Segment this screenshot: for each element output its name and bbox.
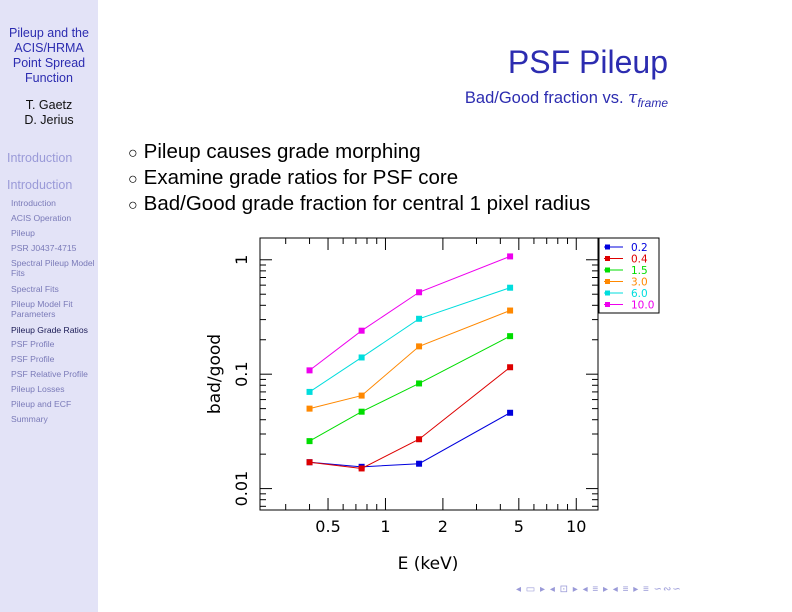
legend-label: 0.4 — [631, 254, 648, 266]
presentation-title[interactable]: Pileup and the ACIS/HRMA Point Spread Fu… — [9, 26, 89, 85]
sidebar-item-psr-j0437[interactable]: PSR J0437-4715 — [11, 243, 77, 253]
series-line-3.0 — [309, 310, 511, 410]
data-point — [416, 315, 423, 322]
data-point — [416, 380, 423, 387]
subtitle-subscript: frame — [637, 96, 668, 110]
x-tick-label: 10 — [566, 517, 586, 536]
bullet-item: ○ Pileup causes grade morphing — [128, 140, 421, 164]
bullet-text: Pileup causes grade morphing — [143, 140, 421, 163]
x-tick-label: 5 — [514, 517, 524, 536]
data-point — [358, 354, 365, 361]
y-tick-label: 1 — [232, 255, 251, 265]
data-point — [507, 284, 514, 291]
bullet-marker: ○ — [128, 145, 138, 162]
data-point — [507, 409, 514, 416]
x-tick-label: 2 — [438, 517, 448, 536]
y-axis-label: bad/good — [205, 334, 225, 414]
series-line-0.2 — [309, 412, 511, 468]
slide-subtitle: Bad/Good fraction vs. τframe — [464, 88, 668, 110]
y-tick-label: 0.01 — [232, 471, 251, 507]
bullet-text: Examine grade ratios for PSF core — [143, 166, 459, 189]
data-point — [507, 253, 514, 260]
x-tick-label: 1 — [380, 517, 390, 536]
legend-marker — [605, 244, 610, 250]
data-point — [306, 459, 313, 466]
sidebar-item-acis-operation[interactable]: ACIS Operation — [11, 213, 72, 223]
legend-label: 0.2 — [631, 242, 648, 254]
sidebar-item-introduction[interactable]: Introduction — [11, 198, 56, 208]
sidebar-section-introduction-2[interactable]: Introduction — [7, 178, 73, 192]
y-tick-label: 0.1 — [232, 361, 251, 386]
data-point — [416, 460, 423, 467]
legend-marker — [605, 290, 610, 296]
series-line-1.5 — [309, 335, 511, 442]
plot-frame — [259, 237, 599, 511]
bullet-item: ○ Examine grade ratios for PSF core — [128, 166, 458, 190]
legend-label: 6.0 — [631, 288, 648, 300]
authors: T. Gaetz D. Jerius — [24, 98, 74, 127]
legend-label: 3.0 — [631, 277, 648, 289]
legend-marker — [605, 256, 610, 261]
legend-marker — [605, 267, 610, 273]
data-point — [416, 343, 423, 350]
legend-marker — [605, 279, 610, 284]
data-point — [306, 388, 313, 395]
series-line-6.0 — [309, 287, 511, 393]
series-line-10.0 — [309, 255, 511, 371]
x-tick-label: 0.5 — [315, 517, 340, 536]
data-point — [358, 465, 365, 472]
legend-label: 10.0 — [631, 300, 654, 312]
sidebar: Pileup and the ACIS/HRMA Point Spread Fu… — [0, 0, 98, 612]
legend-marker — [605, 302, 610, 307]
slide-title: PSF Pileup — [507, 44, 668, 80]
data-point — [306, 438, 313, 445]
sidebar-item-pileup-grade-ratios[interactable]: Pileup Grade Ratios — [11, 325, 88, 335]
sidebar-item-psf-profile-2[interactable]: PSF Profile — [11, 354, 55, 364]
data-point — [507, 307, 514, 314]
x-axis-label: E (keV) — [398, 554, 459, 574]
bullet-marker: ○ — [128, 197, 138, 214]
data-point — [306, 367, 313, 374]
sidebar-item-pileup-and-ecf[interactable]: Pileup and ECF — [11, 399, 72, 409]
sidebar-item-summary[interactable]: Summary — [11, 414, 48, 424]
sidebar-item-pileup[interactable]: Pileup — [11, 228, 35, 238]
bullet-marker: ○ — [128, 171, 138, 188]
data-point — [358, 327, 365, 334]
legend-box — [598, 237, 660, 314]
tau-symbol: τ — [628, 88, 638, 107]
data-point — [416, 436, 423, 443]
sidebar-item-spectral-pileup-model-fits[interactable]: Spectral Pileup Model Fits — [11, 258, 95, 279]
sidebar-item-psf-profile[interactable]: PSF Profile — [11, 339, 55, 349]
bullet-text: Bad/Good grade fraction for central 1 pi… — [143, 192, 591, 215]
data-point — [358, 408, 365, 415]
data-point — [306, 405, 313, 412]
sidebar-item-spectral-fits[interactable]: Spectral Fits — [11, 284, 59, 294]
bullet-item: ○ Bad/Good grade fraction for central 1 p… — [128, 192, 590, 216]
series-line-0.4 — [309, 366, 511, 469]
sidebar-section-introduction[interactable]: Introduction — [7, 151, 73, 165]
sidebar-item-psf-relative-profile[interactable]: PSF Relative Profile — [11, 369, 88, 379]
subtitle-text: Bad/Good fraction vs. — [464, 89, 624, 107]
data-point — [507, 333, 514, 340]
sidebar-item-pileup-losses[interactable]: Pileup Losses — [11, 384, 65, 394]
legend-label: 1.5 — [631, 265, 648, 277]
data-point — [416, 289, 423, 296]
data-point — [358, 392, 365, 399]
sidebar-item-pileup-model-fit-parameters[interactable]: Pileup Model Fit Parameters — [11, 299, 73, 320]
beamer-navigation-symbols[interactable]: ◂ ▭ ▸ ◂ ⊡ ▸ ◂ ≡ ▸ ◂ ≡ ▸ ≡ ∽∾∽ — [516, 584, 682, 595]
data-point — [507, 364, 514, 371]
